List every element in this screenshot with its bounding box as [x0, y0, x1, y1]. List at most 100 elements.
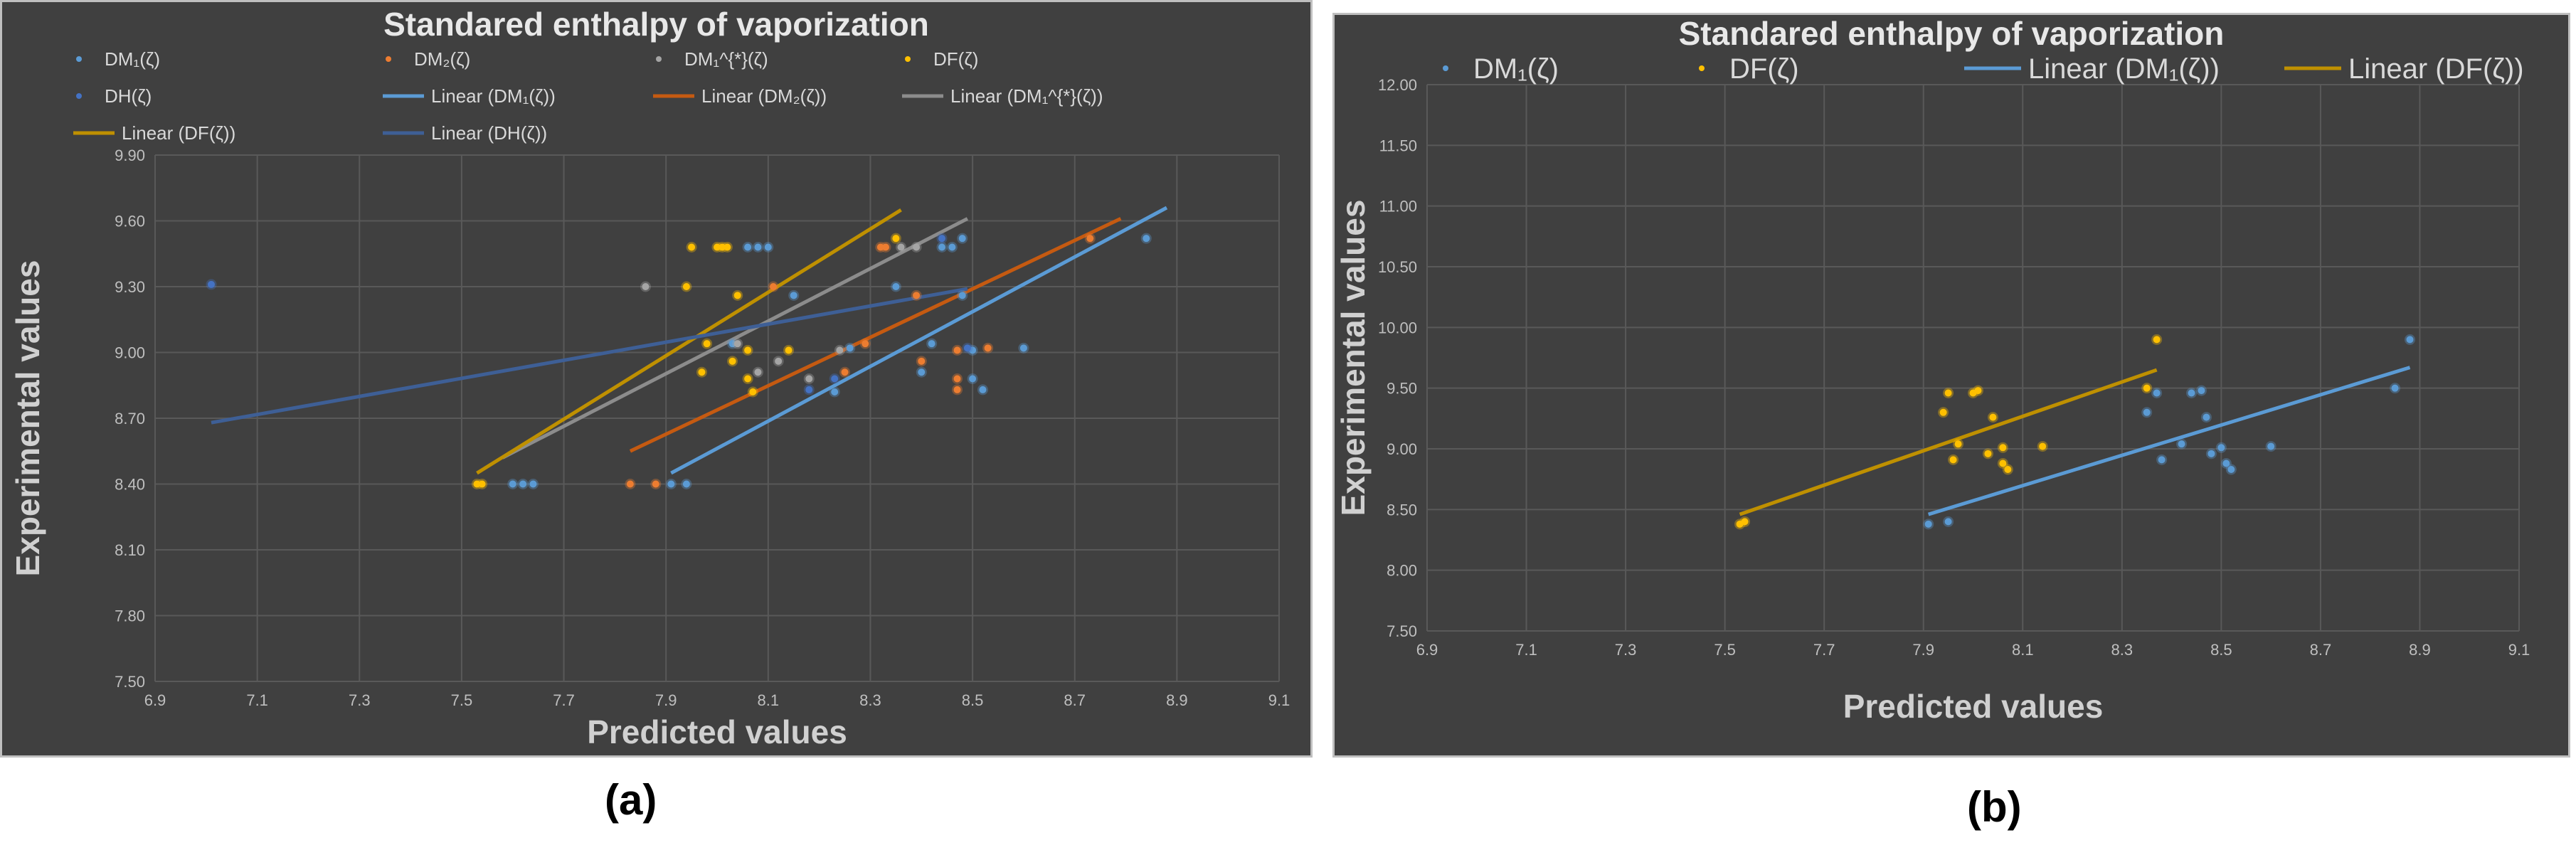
x-tick-label: 8.9 — [2409, 641, 2431, 659]
x-tick-label: 7.3 — [349, 691, 371, 709]
x-tick-label: 7.1 — [246, 691, 268, 709]
data-point — [2151, 334, 2163, 345]
data-point — [2265, 441, 2276, 452]
legend-item-label: DF(ζ) — [1729, 53, 1799, 85]
x-tick-label: 7.7 — [553, 691, 575, 709]
data-point — [773, 356, 784, 367]
legend-item-label: DM₁^{*}(ζ) — [684, 48, 768, 70]
data-point — [681, 479, 692, 489]
data-point — [732, 289, 743, 301]
trendline-linear-df — [476, 208, 902, 475]
trendline-linear-dm — [502, 217, 969, 459]
x-tick-label: 7.5 — [1714, 641, 1736, 659]
data-point — [952, 384, 963, 395]
legend-item-label: Linear (DH(ζ)) — [431, 122, 547, 144]
data-point — [681, 281, 692, 292]
data-point — [803, 373, 815, 384]
x-tick-label: 8.7 — [1064, 691, 1086, 709]
chart-title: Standared enthalpy of vaporization — [1679, 15, 2225, 52]
data-point — [916, 366, 927, 378]
data-point — [977, 384, 988, 395]
y-tick-label: 11.00 — [1379, 198, 1417, 216]
chart-b: 6.9 7.1 7.3 7.5 7.7 7.9 8.1 8.3 8.5 8.7 8.9 9.1 7.50… — [1335, 15, 2530, 725]
data-point — [1938, 407, 1949, 418]
y-tick-label: 9.00 — [115, 344, 145, 362]
chart-panel-b: 6.9 7.1 7.3 7.5 7.7 7.9 8.1 8.3 8.5 8.7 8.9 9.1 7.50… — [1332, 13, 2570, 758]
legend-symbol — [656, 56, 662, 62]
data-point — [1948, 454, 1959, 465]
data-point — [957, 233, 968, 244]
data-point — [2141, 407, 2153, 418]
data-point — [788, 289, 800, 301]
data-point — [890, 281, 901, 292]
y-tick-label: 9.50 — [1387, 380, 1417, 398]
data-point — [926, 338, 938, 349]
legend-symbol — [76, 93, 82, 99]
data-point — [880, 242, 891, 253]
y-tick-label: 10.50 — [1378, 258, 1417, 276]
trendline-linear-dm — [670, 206, 1168, 475]
data-point — [946, 242, 958, 253]
data-point — [2405, 334, 2415, 345]
subfigure-label-a: (a) — [605, 776, 657, 824]
x-axis-label: Predicted values — [1843, 688, 2104, 725]
y-tick-label: 8.50 — [1387, 501, 1417, 519]
data-point — [686, 242, 697, 253]
data-point — [625, 479, 636, 489]
data-point — [742, 344, 753, 356]
data-point — [517, 479, 529, 489]
data-point — [727, 356, 738, 367]
series-dm — [625, 233, 1096, 489]
legend-item-label: Linear (DM₁(ζ)) — [431, 85, 556, 107]
x-tick-label: 7.3 — [1615, 641, 1637, 659]
data-point — [2156, 454, 2168, 465]
x-tick-label: 8.5 — [2210, 641, 2232, 659]
data-point — [962, 342, 973, 354]
data-point — [982, 342, 994, 354]
x-tick-label: 7.5 — [451, 691, 473, 709]
legend: DM₁(ζ) DF(ζ) Linear (DM₁(ζ)) Linear (DF(ζ)) — [1443, 53, 2524, 85]
y-tick-label: 8.40 — [115, 476, 145, 494]
data-point — [890, 233, 901, 244]
data-point — [952, 344, 963, 356]
data-point — [859, 338, 871, 349]
data-point — [829, 373, 840, 384]
data-point — [2186, 387, 2197, 398]
subfigure-label-b: (b) — [1967, 783, 2022, 831]
data-point — [732, 338, 743, 349]
data-point — [2176, 438, 2188, 450]
data-point — [2151, 387, 2163, 398]
data-point — [844, 342, 856, 354]
y-axis-label: Experimental values — [1335, 200, 1372, 516]
data-point — [2037, 441, 2048, 452]
y-tick-label: 9.30 — [115, 278, 145, 296]
y-tick-label: 9.60 — [115, 213, 145, 230]
x-tick-label: 7.9 — [1912, 641, 1934, 659]
legend-symbol — [386, 56, 391, 62]
legend-symbol — [905, 56, 911, 62]
y-tick-label: 7.50 — [115, 673, 145, 691]
data-point — [763, 242, 774, 253]
data-point — [936, 233, 948, 244]
data-point — [721, 242, 733, 253]
legend-item-label: DM₁(ζ) — [105, 48, 160, 70]
data-point — [1982, 448, 1993, 459]
legend-symbol — [1699, 65, 1705, 71]
legend-item-label: DM₁(ζ) — [1473, 53, 1559, 85]
y-tick-label: 8.00 — [1387, 562, 1417, 580]
chart-title: Standared enthalpy of vaporization — [383, 6, 929, 43]
data-point — [952, 373, 963, 384]
legend-item-label: Linear (DF(ζ)) — [2348, 53, 2524, 85]
data-point — [1953, 438, 1964, 450]
legend-item-label: DH(ζ) — [105, 85, 152, 107]
gridlines — [154, 154, 1280, 682]
data-point — [507, 479, 519, 489]
data-point — [1084, 233, 1096, 244]
chart-a: 6.9 7.1 7.3 7.5 7.7 7.9 8.1 8.3 8.5 8.7 8.9 9.1 7.50… — [9, 6, 1290, 750]
data-point — [936, 242, 948, 253]
x-tick-label: 8.1 — [2012, 641, 2034, 659]
data-point — [834, 344, 845, 356]
data-point — [967, 373, 978, 384]
x-tick-label: 7.9 — [655, 691, 677, 709]
data-point — [916, 356, 927, 367]
